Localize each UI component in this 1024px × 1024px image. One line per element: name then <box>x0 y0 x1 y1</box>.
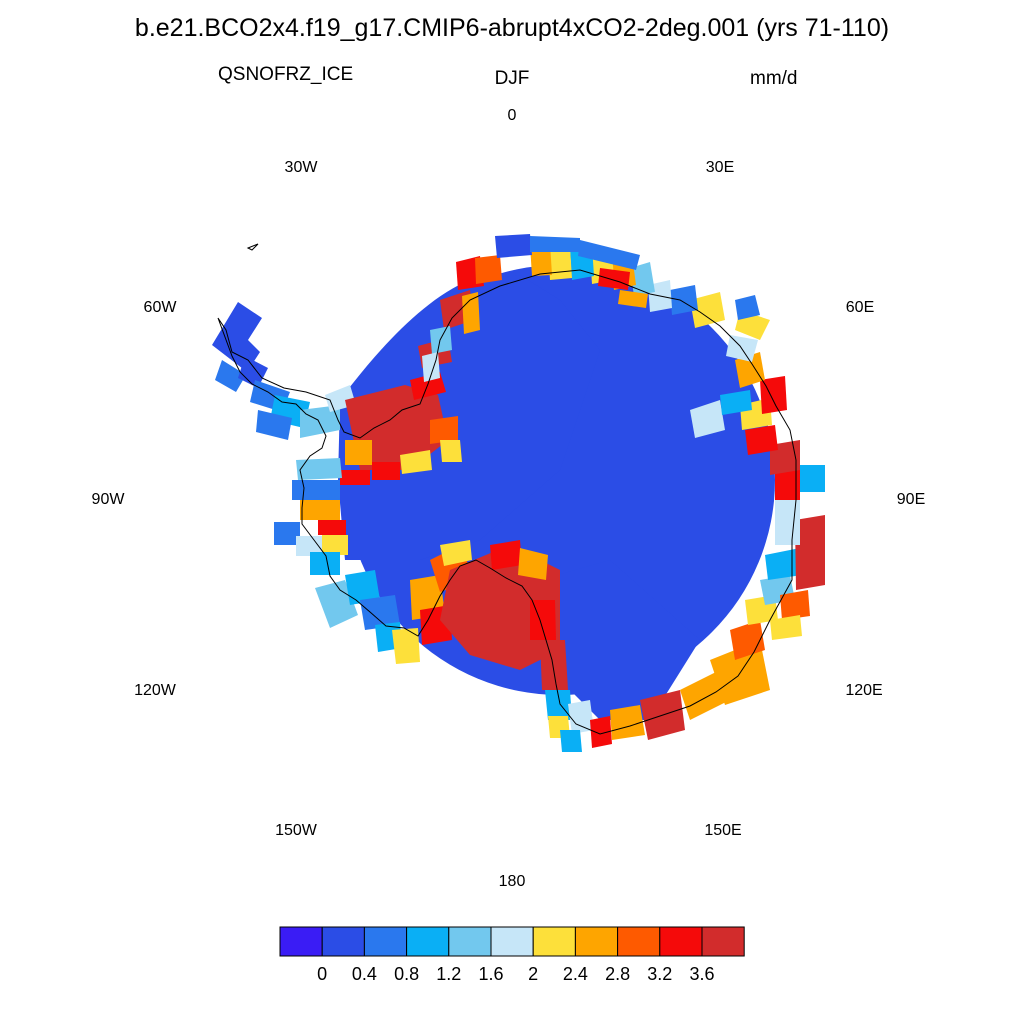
lon-label-60w: 60W <box>143 299 177 316</box>
coastline <box>217 243 797 735</box>
lon-label-30w: 30W <box>284 159 318 176</box>
lon-label-150e: 150E <box>704 822 742 839</box>
colorbar-label: 2.4 <box>562 964 588 984</box>
colorbar-label: 1.6 <box>478 964 504 984</box>
field-name: QSNOFRZ_ICE <box>218 64 354 85</box>
colorbar-box <box>659 926 703 957</box>
units-label: mm/d <box>750 68 798 89</box>
colorbar-box <box>532 926 576 957</box>
lon-label-60e: 60E <box>845 299 875 316</box>
lon-label-180: 180 <box>498 873 526 890</box>
colorbar-box <box>279 926 323 957</box>
colorbar-box <box>701 926 745 957</box>
lon-label-90w: 90W <box>91 491 125 508</box>
lon-label-0: 0 <box>507 107 517 124</box>
ice-field-margin-cells <box>212 234 825 752</box>
colorbar-label: 0.4 <box>351 964 377 984</box>
colorbar-box <box>321 926 365 957</box>
colorbar-box <box>490 926 534 957</box>
colorbar-label: 3.6 <box>689 964 715 984</box>
season-label: DJF <box>494 68 530 89</box>
colorbar-box <box>448 926 492 957</box>
lon-label-30e: 30E <box>705 159 735 176</box>
colorbar-label: 0.8 <box>394 964 420 984</box>
colorbar-box <box>574 926 619 957</box>
colorbar-label: 1.2 <box>436 964 462 984</box>
colorbar-label: 2 <box>528 964 539 984</box>
colorbar-label: 0 <box>317 964 328 984</box>
lon-label-150w: 150W <box>275 822 317 839</box>
colorbar-label: 3.2 <box>647 964 673 984</box>
lon-label-120e: 120E <box>845 682 883 699</box>
plot-title: b.e21.BCO2x4.f19_g17.CMIP6-abrupt4xCO2-2… <box>134 14 890 42</box>
colorbar-box <box>617 926 661 957</box>
lon-label-120w: 120W <box>134 682 176 699</box>
colorbar-box <box>363 926 408 957</box>
lon-label-90e: 90E <box>896 491 926 508</box>
colorbar-label: 2.8 <box>605 964 631 984</box>
colorbar-box <box>406 926 450 957</box>
